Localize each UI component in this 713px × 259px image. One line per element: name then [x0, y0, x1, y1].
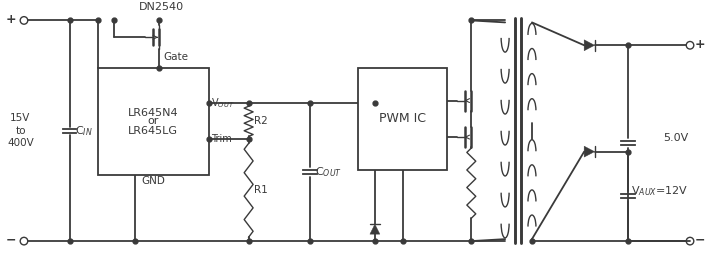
- Text: Gate: Gate: [163, 52, 188, 62]
- Text: 15V
to
400V: 15V to 400V: [7, 113, 34, 148]
- Text: C$_{OUT}$: C$_{OUT}$: [315, 165, 342, 179]
- Text: PWM IC: PWM IC: [379, 112, 426, 125]
- Bar: [358, 68, 448, 170]
- Text: V$_{OUT}$: V$_{OUT}$: [211, 96, 235, 110]
- Text: or: or: [148, 116, 159, 126]
- Text: GND: GND: [141, 176, 165, 186]
- Text: LR645LG: LR645LG: [128, 126, 178, 136]
- Text: R2: R2: [254, 116, 267, 126]
- Polygon shape: [584, 146, 595, 157]
- Polygon shape: [370, 224, 380, 234]
- Text: +: +: [6, 13, 16, 26]
- Text: DN2540: DN2540: [138, 3, 184, 12]
- Polygon shape: [584, 40, 595, 51]
- Text: −: −: [695, 234, 705, 247]
- Text: Trim: Trim: [211, 134, 232, 145]
- Text: LR645N4: LR645N4: [128, 108, 178, 118]
- Text: V$_{CC}$: V$_{CC}$: [360, 82, 381, 96]
- Text: 5.0V: 5.0V: [663, 133, 688, 143]
- Text: −: −: [6, 234, 16, 247]
- Text: V$_{AUX}$=12V: V$_{AUX}$=12V: [631, 184, 688, 198]
- Text: +: +: [695, 38, 706, 51]
- Text: R1: R1: [254, 185, 267, 195]
- Text: C$_{IN}$: C$_{IN}$: [75, 124, 93, 138]
- Bar: [98, 68, 209, 175]
